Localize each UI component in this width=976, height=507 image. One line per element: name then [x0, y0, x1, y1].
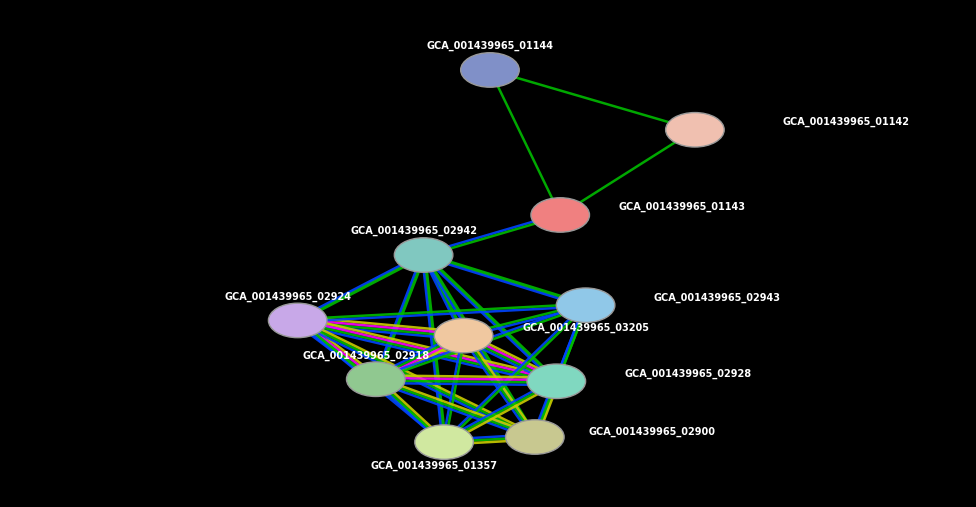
- Text: GCA_001439965_02924: GCA_001439965_02924: [224, 292, 351, 302]
- Ellipse shape: [415, 425, 473, 459]
- Ellipse shape: [394, 238, 453, 272]
- Text: GCA_001439965_03205: GCA_001439965_03205: [522, 323, 649, 333]
- Text: GCA_001439965_01143: GCA_001439965_01143: [619, 202, 746, 212]
- Ellipse shape: [527, 364, 586, 399]
- Text: GCA_001439965_02943: GCA_001439965_02943: [654, 293, 781, 303]
- Text: GCA_001439965_02918: GCA_001439965_02918: [303, 351, 429, 361]
- Ellipse shape: [666, 113, 724, 147]
- Text: GCA_001439965_01144: GCA_001439965_01144: [427, 41, 553, 51]
- Text: GCA_001439965_01357: GCA_001439965_01357: [371, 460, 498, 470]
- Ellipse shape: [506, 420, 564, 454]
- Ellipse shape: [434, 318, 493, 353]
- Ellipse shape: [346, 362, 405, 396]
- Text: GCA_001439965_02942: GCA_001439965_02942: [350, 226, 477, 236]
- Ellipse shape: [556, 288, 615, 322]
- Text: GCA_001439965_02900: GCA_001439965_02900: [589, 427, 715, 437]
- Ellipse shape: [461, 53, 519, 87]
- Text: GCA_001439965_01142: GCA_001439965_01142: [783, 117, 910, 127]
- Ellipse shape: [531, 198, 590, 232]
- Ellipse shape: [268, 303, 327, 338]
- Text: GCA_001439965_02928: GCA_001439965_02928: [625, 369, 752, 379]
